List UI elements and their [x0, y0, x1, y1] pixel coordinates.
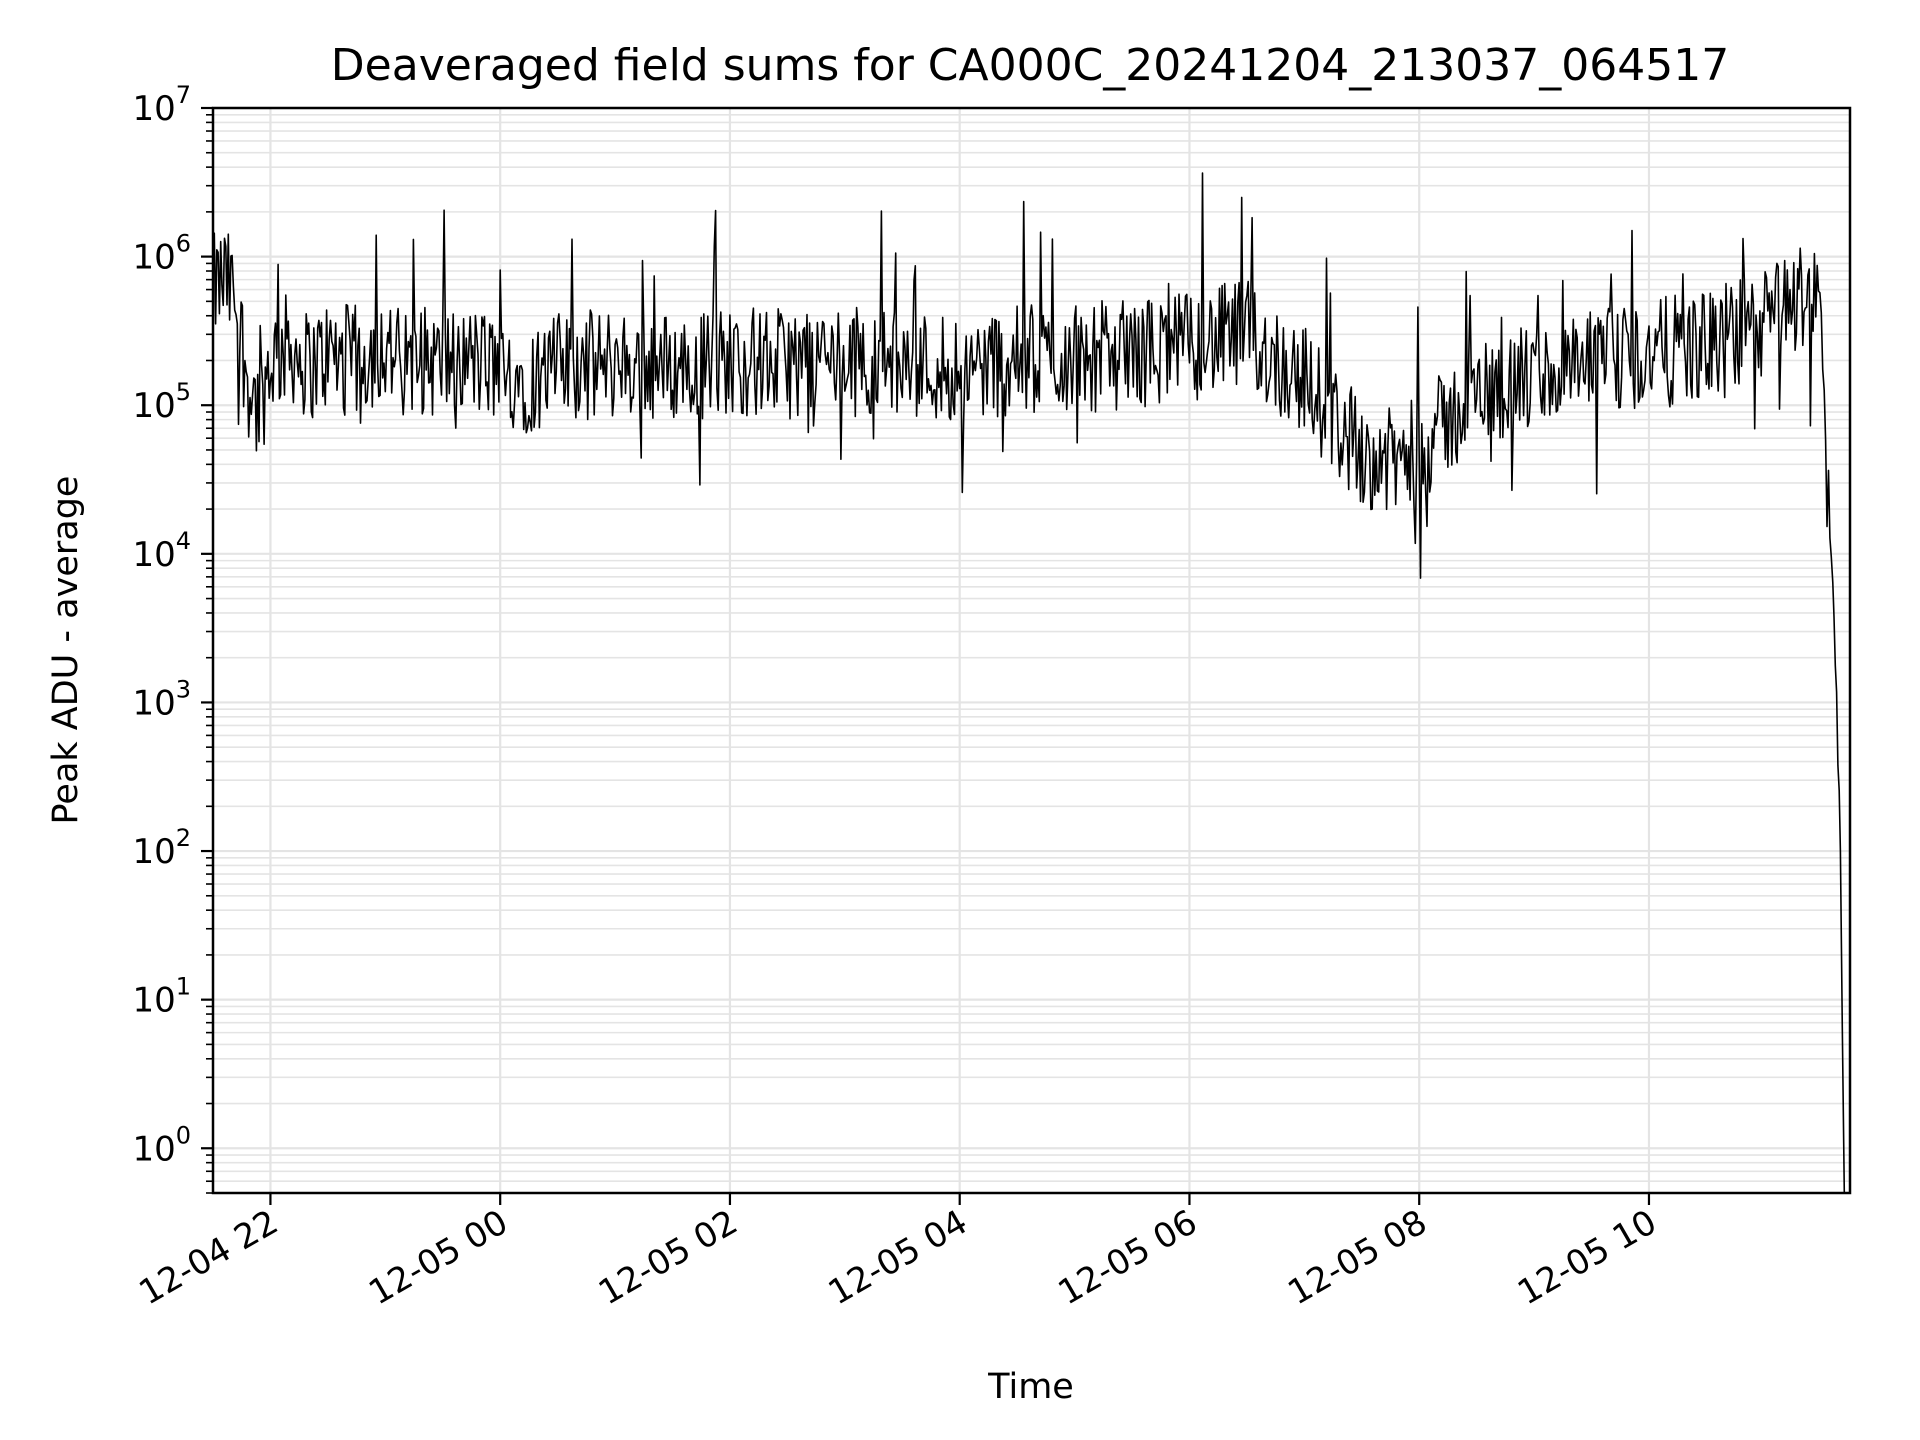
chart-title: Deaveraged field sums for CA000C_2024120…	[331, 40, 1729, 91]
y-tick-base: 10	[132, 832, 175, 872]
series-line	[212, 172, 1846, 1194]
y-tick-exponent: 2	[176, 824, 191, 852]
y-tick-base: 10	[132, 1129, 175, 1169]
y-tick-label: 106	[132, 230, 191, 278]
plot-frame	[211, 106, 1852, 1195]
y-tick-exponent: 6	[176, 230, 191, 258]
y-tick-exponent: 4	[176, 527, 191, 555]
y-tick-exponent: 1	[176, 973, 191, 1001]
y-axis-label: Peak ADU - average	[46, 476, 86, 825]
y-tick-exponent: 3	[176, 675, 191, 703]
y-tick-label: 102	[132, 824, 191, 872]
y-tick-base: 10	[132, 683, 175, 723]
x-axis-label: Time	[987, 1367, 1074, 1407]
y-tick-base: 10	[132, 386, 175, 426]
y-tick-exponent: 7	[176, 81, 191, 109]
y-tick-base: 10	[132, 89, 175, 129]
minor-grid	[213, 113, 1850, 1194]
y-tick-label: 104	[132, 527, 191, 575]
y-tick-exponent: 5	[176, 378, 191, 406]
y-tick-label: 103	[132, 675, 191, 723]
y-tick-label: 100	[132, 1121, 191, 1169]
y-tick-base: 10	[132, 238, 175, 278]
y-tick-base: 10	[132, 981, 175, 1021]
y-tick-label: 107	[132, 81, 191, 129]
y-tick-base: 10	[132, 535, 175, 575]
y-tick-label: 105	[132, 378, 191, 426]
y-tick-label: 101	[132, 973, 191, 1021]
series-layer	[212, 172, 1846, 1194]
y-tick-exponent: 0	[176, 1121, 191, 1149]
